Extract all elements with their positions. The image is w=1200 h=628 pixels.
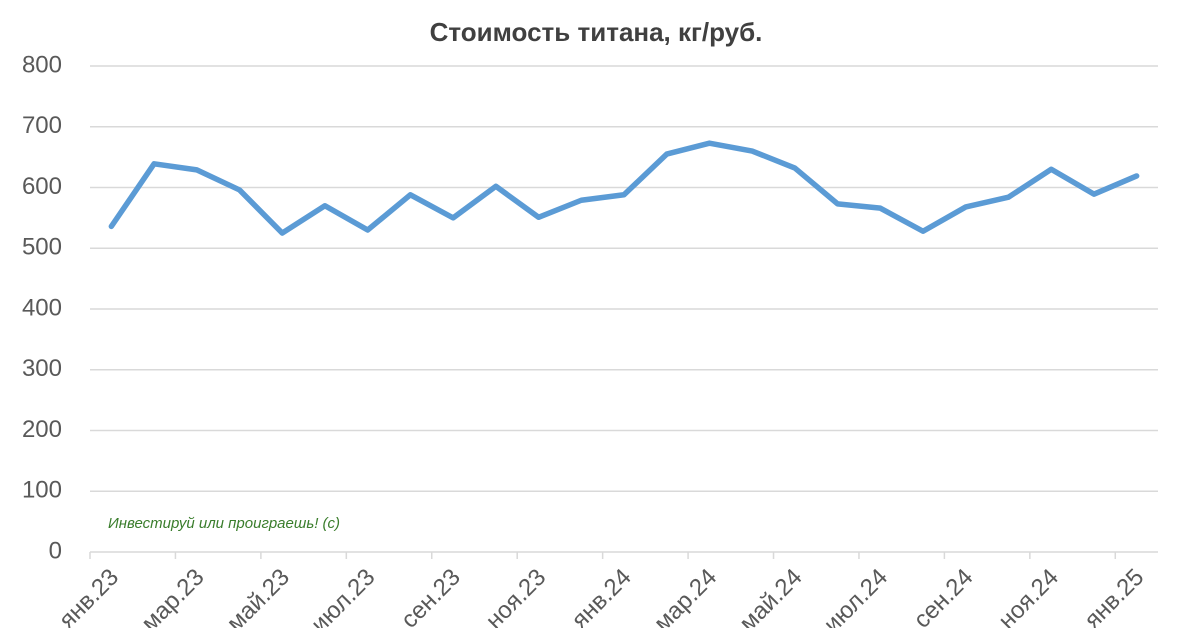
y-tick-label: 0 [49, 537, 62, 564]
y-tick-label: 700 [22, 112, 62, 139]
x-tick-label: янв.25 [1079, 564, 1149, 628]
y-tick-label: 400 [22, 294, 62, 321]
x-tick-label: янв.24 [566, 564, 636, 628]
y-tick-label: 600 [22, 173, 62, 200]
x-tick-label: ноя.24 [993, 564, 1064, 628]
y-tick-label: 800 [22, 51, 62, 78]
x-tick-label: май.23 [222, 564, 295, 628]
x-tick-label: мар.23 [136, 564, 209, 628]
x-tick-label: мар.24 [649, 564, 722, 628]
x-tick-label: сен.24 [909, 564, 979, 628]
x-tick-label: июл.24 [819, 564, 893, 628]
x-tick-label: янв.23 [54, 564, 124, 628]
x-tick-label: сен.23 [396, 564, 466, 628]
y-tick-label: 300 [22, 355, 62, 382]
chart-title: Стоимость титана, кг/руб. [430, 17, 763, 47]
x-tick-label: июл.23 [306, 564, 380, 628]
data-line [108, 140, 1140, 236]
x-tick-label: ноя.23 [481, 564, 552, 628]
y-tick-label: 200 [22, 416, 62, 443]
y-tick-label: 500 [22, 234, 62, 261]
y-tick-label: 100 [22, 477, 62, 504]
x-tick-label: май.24 [734, 564, 807, 628]
annotation: Инвестируй или проиграешь! (с) [108, 515, 340, 532]
